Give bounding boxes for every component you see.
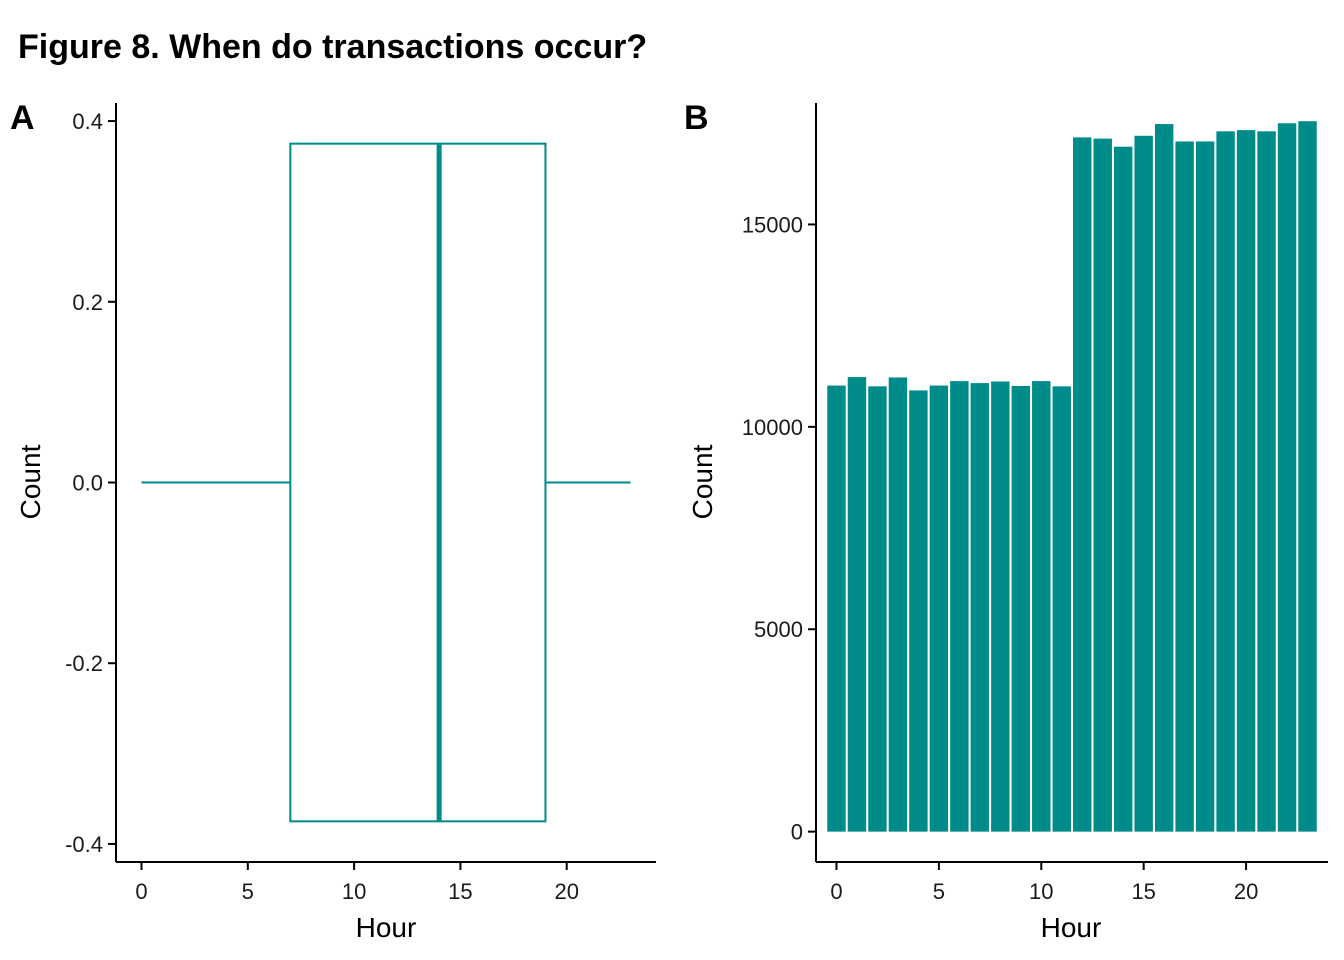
- panel-b-y-tick-label: 15000: [742, 212, 803, 237]
- bar-hour-9: [1011, 385, 1031, 832]
- bar-hour-10: [1032, 381, 1051, 832]
- panel-a-y-tick-label: 0.2: [72, 290, 103, 315]
- panel-b-x-tick-label: 10: [1029, 879, 1053, 904]
- panel-b-x-axis-title: Hour: [1041, 912, 1102, 943]
- panel-a-y-tick-label: -0.4: [65, 832, 103, 857]
- panel-a-x-axis-title: Hour: [356, 912, 417, 943]
- bar-hour-6: [950, 381, 969, 832]
- panel-b-x-tick-label: 5: [933, 879, 945, 904]
- panel-a-y-tick-label: 0.4: [72, 109, 103, 134]
- panel-a-y-axis-title: Count: [15, 444, 46, 519]
- panel-b-tag: B: [684, 99, 709, 137]
- bar-hour-0: [827, 385, 846, 832]
- bar-hour-14: [1113, 146, 1133, 832]
- panel-a-x-tick-label: 15: [448, 879, 472, 904]
- bar-hour-5: [929, 385, 949, 832]
- panel-b-axes: 0 5 10 15 20 0 5000 10000 15000: [742, 103, 1328, 904]
- panel-b-y-tick-label: 5000: [754, 617, 803, 642]
- bar-hour-7: [970, 383, 990, 832]
- panel-b-x-tick-label: 0: [830, 879, 842, 904]
- bar-hour-4: [909, 390, 928, 832]
- panel-a-plot-area: [141, 142, 631, 823]
- panel-b-plot-area: [827, 121, 1317, 832]
- bar-hour-22: [1277, 123, 1297, 832]
- panel-a: A 0 5 10 15 20 -0.4 -0.2 0.0 0.2 0.4 Hour Count: [10, 99, 656, 943]
- panel-b-x-tick-label: 20: [1234, 879, 1258, 904]
- panel-b-x-tick-label: 15: [1131, 879, 1155, 904]
- panel-b-y-axis-title: Count: [687, 444, 718, 519]
- bar-hour-15: [1134, 135, 1153, 832]
- bar-hour-8: [991, 381, 1010, 832]
- bar-hour-19: [1216, 131, 1235, 832]
- panel-b-y-tick-label: 0: [791, 820, 803, 845]
- bar-hour-11: [1052, 386, 1071, 832]
- panel-a-x-tick-label: 5: [242, 879, 254, 904]
- bar-hour-13: [1093, 138, 1112, 832]
- bar-hour-12: [1073, 137, 1092, 832]
- bar-hour-20: [1236, 130, 1256, 832]
- panel-a-x-tick-label: 10: [342, 879, 366, 904]
- panel-a-y-tick-label: 0.0: [72, 471, 103, 496]
- panel-a-x-tick-label: 0: [135, 879, 147, 904]
- bar-hour-3: [888, 377, 908, 832]
- panel-a-x-tick-label: 20: [554, 879, 578, 904]
- bar-hour-21: [1257, 131, 1276, 832]
- bar-hour-23: [1298, 121, 1317, 832]
- panel-a-axes: 0 5 10 15 20 -0.4 -0.2 0.0 0.2 0.4: [65, 103, 656, 904]
- panel-b-y-tick-label: 10000: [742, 415, 803, 440]
- bar-hour-18: [1195, 141, 1215, 832]
- panel-a-tag: A: [10, 99, 35, 137]
- figure-title: Figure 8. When do transactions occur?: [18, 28, 647, 66]
- bar-hour-1: [847, 377, 867, 832]
- boxplot-box: [289, 142, 547, 823]
- bar-hour-17: [1175, 141, 1194, 832]
- panel-a-y-tick-label: -0.2: [65, 651, 103, 676]
- bar-hour-16: [1154, 124, 1174, 832]
- panel-b: B 0 5 10 15 20 0 5000 10000 15000 Hour Count: [684, 99, 1328, 943]
- bar-hour-2: [868, 386, 887, 832]
